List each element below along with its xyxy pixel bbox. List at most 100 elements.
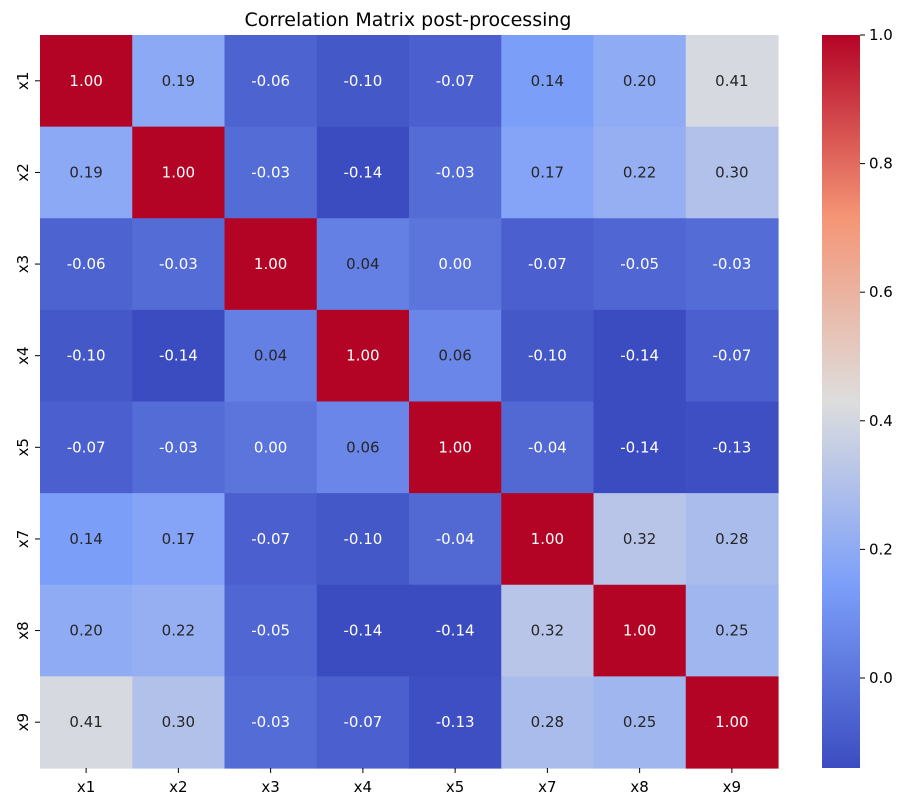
heatmap-cell — [593, 493, 687, 586]
cell-value-label: 0.41 — [715, 72, 748, 90]
cell-value-label: -0.14 — [343, 622, 382, 640]
heatmap-cell — [409, 218, 502, 311]
cell-value-label: 0.28 — [531, 713, 564, 731]
cell-value-label: -0.03 — [159, 438, 198, 456]
heatmap-cell — [316, 126, 410, 219]
cell-value-label: -0.10 — [528, 347, 567, 365]
heatmap-cell — [132, 126, 226, 219]
cell-value-label: -0.07 — [712, 347, 751, 365]
cell-value-label: 0.04 — [346, 255, 379, 273]
heatmap-cell — [501, 309, 595, 403]
cell-value-label: -0.07 — [343, 713, 382, 731]
heatmap-cell — [132, 676, 226, 769]
heatmap-cell — [40, 309, 133, 403]
y-tick-label: x5 — [14, 438, 32, 456]
y-tick-label: x9 — [14, 713, 32, 731]
heatmap-cell — [409, 309, 502, 403]
heatmap-cell — [40, 35, 133, 128]
x-tick-label: x8 — [630, 778, 648, 796]
cell-value-label: 0.22 — [162, 622, 195, 640]
cell-value-label: -0.06 — [67, 255, 106, 273]
colorbar-tick-label: 0.6 — [869, 283, 893, 301]
heatmap-cell — [409, 35, 502, 128]
heatmap-cell — [593, 126, 687, 219]
heatmap-cell — [40, 584, 133, 677]
cell-value-label: 0.30 — [162, 713, 195, 731]
heatmap-cell — [501, 35, 595, 128]
heatmap-cell — [593, 401, 687, 494]
heatmap-cell — [409, 126, 502, 219]
x-tick-label: x1 — [77, 778, 95, 796]
heatmap-cell — [316, 309, 410, 403]
heatmap-cell — [132, 35, 226, 128]
cell-value-label: 1.00 — [531, 530, 564, 548]
cell-value-label: -0.05 — [620, 255, 659, 273]
y-axis: x1 x2 x3 x4 x5 x7 x8 x9 — [14, 72, 40, 731]
colorbar-tick-label: 0.0 — [869, 669, 893, 687]
heatmap-cell — [409, 493, 502, 586]
cell-value-label: 0.14 — [531, 72, 564, 90]
y-tick-label: x1 — [14, 72, 32, 90]
cell-value-label: 0.19 — [162, 72, 195, 90]
cell-value-label: 0.25 — [623, 713, 656, 731]
heatmap-cell — [501, 401, 595, 494]
chart-title: Correlation Matrix post-processing — [245, 9, 572, 31]
x-tick-label: x9 — [723, 778, 741, 796]
x-tick-label: x2 — [169, 778, 187, 796]
cell-value-label: -0.06 — [251, 72, 290, 90]
heatmap-cell — [685, 35, 779, 128]
heatmap-cell — [501, 676, 595, 769]
cell-value-label: 1.00 — [69, 72, 102, 90]
heatmap-cell — [40, 401, 133, 494]
heatmap-cell — [224, 493, 318, 586]
cell-value-label: -0.14 — [343, 163, 382, 181]
cell-value-label: 0.32 — [531, 622, 564, 640]
cell-value-label: 1.00 — [623, 622, 656, 640]
heatmap-cell — [132, 584, 226, 677]
heatmap-cell — [40, 493, 133, 586]
heatmap-cell — [685, 401, 779, 494]
cell-value-label: -0.14 — [159, 347, 198, 365]
cell-value-label: 0.20 — [623, 72, 656, 90]
heatmap-cell — [224, 218, 318, 311]
heatmap-cell — [501, 218, 595, 311]
colorbar-tick-label: 1.0 — [869, 26, 893, 44]
cell-value-label: -0.13 — [436, 713, 475, 731]
heatmap-cells: 1.00 0.19 -0.06 -0.10 -0.07 0.14 0.20 0.41 0.19 1… — [40, 35, 779, 769]
cell-value-label: 0.41 — [69, 713, 102, 731]
cell-value-label: -0.03 — [251, 713, 290, 731]
cell-value-label: -0.14 — [620, 347, 659, 365]
heatmap-cell — [132, 218, 226, 311]
cell-value-label: -0.07 — [528, 255, 567, 273]
heatmap-cell — [40, 676, 133, 769]
x-tick-label: x4 — [354, 778, 372, 796]
x-tick-label: x5 — [446, 778, 464, 796]
heatmap-cell — [593, 584, 687, 677]
colorbar-tick-label: 0.2 — [869, 540, 893, 558]
heatmap-cell — [593, 309, 687, 403]
colorbar-tick-label: 0.4 — [869, 412, 893, 430]
y-tick-label: x2 — [14, 163, 32, 181]
cell-value-label: -0.05 — [251, 622, 290, 640]
heatmap-cell — [132, 493, 226, 586]
heatmap-cell — [593, 35, 687, 128]
heatmap-cell — [593, 218, 687, 311]
heatmap-cell — [685, 309, 779, 403]
colorbar: 0.0 0.2 0.4 0.6 0.8 1.0 — [822, 26, 893, 768]
heatmap-cell — [409, 401, 502, 494]
heatmap-cell — [685, 676, 779, 769]
heatmap-cell — [501, 584, 595, 677]
heatmap-cell — [224, 401, 318, 494]
cell-value-label: 0.17 — [162, 530, 195, 548]
x-axis: x1 x2 x3 x4 x5 x7 x8 x9 — [77, 768, 741, 796]
heatmap-cell — [316, 218, 410, 311]
heatmap-cell — [685, 584, 779, 677]
cell-value-label: -0.04 — [436, 530, 475, 548]
cell-value-label: 0.17 — [531, 163, 564, 181]
heatmap-cell — [316, 676, 410, 769]
heatmap-cell — [224, 309, 318, 403]
heatmap-cell — [501, 126, 595, 219]
heatmap-cell — [132, 401, 226, 494]
cell-value-label: 0.00 — [438, 255, 471, 273]
